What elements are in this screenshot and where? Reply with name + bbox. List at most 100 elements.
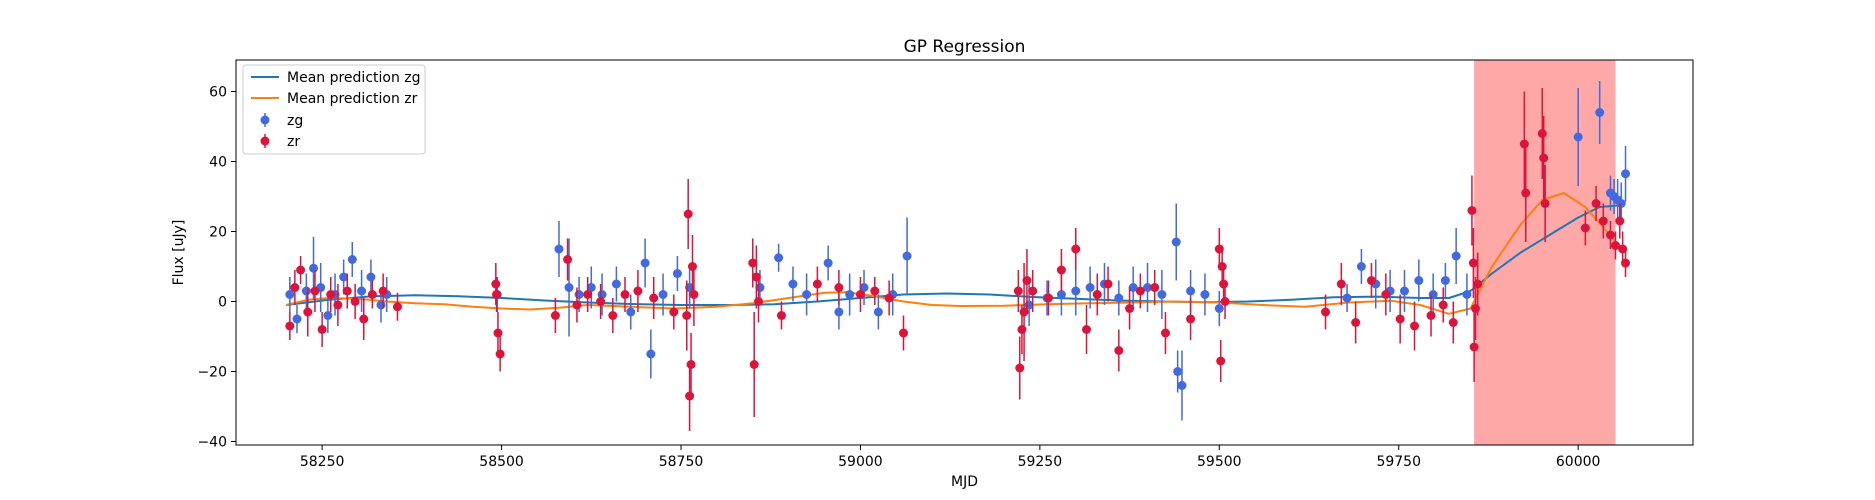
- data-point-zr: [310, 270, 320, 312]
- marker: [608, 311, 618, 320]
- marker: [1186, 286, 1196, 296]
- data-point-zg: [357, 270, 367, 312]
- data-point-zr: [1610, 231, 1620, 260]
- data-point-zr: [296, 256, 306, 284]
- marker: [350, 297, 360, 306]
- data-point-zr: [1580, 210, 1590, 246]
- data-point-zr: [1473, 252, 1483, 316]
- data-point-zr: [495, 336, 505, 372]
- data-point-zg: [1595, 81, 1605, 144]
- marker: [1462, 290, 1472, 299]
- data-point-zr: [1022, 249, 1032, 312]
- marker: [1219, 279, 1229, 289]
- data-point-zr: [492, 277, 502, 312]
- marker: [1438, 300, 1448, 310]
- marker: [367, 290, 377, 299]
- data-point-zr: [749, 312, 759, 417]
- marker: [1426, 311, 1436, 320]
- marker: [755, 283, 765, 292]
- data-point-zr: [754, 280, 764, 323]
- marker: [1150, 283, 1160, 292]
- marker: [596, 297, 606, 306]
- x-tick-label: 60000: [1556, 454, 1601, 470]
- marker: [774, 253, 784, 263]
- marker: [1591, 199, 1601, 208]
- marker: [357, 286, 367, 296]
- data-point-zr: [687, 235, 697, 298]
- data-point-zr: [1395, 294, 1405, 344]
- marker: [1071, 286, 1081, 296]
- marker: [1336, 279, 1346, 289]
- data-point-zg: [658, 273, 668, 316]
- marker: [1621, 258, 1631, 268]
- x-tick-label: 58250: [300, 454, 345, 470]
- marker: [1171, 237, 1181, 247]
- marker: [1071, 244, 1081, 254]
- data-point-zg: [1114, 280, 1124, 316]
- legend-label: Mean prediction zg: [287, 70, 421, 86]
- data-point-zr: [563, 238, 573, 281]
- marker: [1028, 286, 1038, 296]
- data-point-zg: [672, 256, 682, 291]
- marker: [1521, 188, 1531, 198]
- data-point-zr: [870, 277, 880, 305]
- highlight-region: [1474, 60, 1616, 445]
- data-point-zr: [669, 294, 679, 330]
- marker: [620, 290, 630, 299]
- data-point-zr: [633, 270, 643, 312]
- data-point-zr: [1125, 287, 1135, 330]
- data-point-zg: [597, 273, 607, 316]
- data-point-zg: [1573, 88, 1583, 186]
- mean-prediction-lines: [285, 192, 1622, 315]
- data-point-zg: [586, 266, 596, 309]
- marker: [611, 279, 621, 289]
- marker: [333, 300, 343, 310]
- data-point-zr: [583, 277, 593, 312]
- data-point-zr: [1591, 186, 1601, 221]
- marker: [1114, 346, 1124, 355]
- marker: [310, 286, 320, 296]
- marker: [1135, 286, 1145, 296]
- data-point-zg: [788, 266, 798, 302]
- marker: [751, 272, 761, 282]
- data-point-zr: [1321, 294, 1331, 330]
- data-point-zr: [290, 270, 300, 305]
- chart-title: GP Regression: [904, 37, 1026, 57]
- legend-marker-swatch: [260, 136, 270, 146]
- data-point-zg: [1621, 145, 1631, 202]
- marker: [550, 311, 560, 320]
- data-point-zr: [350, 284, 360, 319]
- data-point-zr: [1381, 273, 1391, 316]
- data-point-zg: [301, 273, 311, 309]
- marker: [1217, 262, 1227, 271]
- marker: [1186, 314, 1196, 324]
- marker: [1610, 241, 1620, 250]
- data-point-zr: [1135, 273, 1145, 309]
- marker: [1351, 318, 1361, 327]
- marker: [359, 314, 369, 324]
- marker: [884, 293, 894, 303]
- data-point-zr: [317, 312, 327, 347]
- data-point-zg: [1200, 273, 1210, 316]
- marker: [1428, 290, 1438, 299]
- data-point-zr: [1540, 165, 1550, 242]
- legend-marker-swatch: [260, 115, 270, 125]
- data-point-zr: [367, 280, 377, 309]
- marker: [1342, 293, 1352, 303]
- y-tick-label: 20: [209, 225, 227, 241]
- marker: [859, 283, 869, 292]
- data-point-zr: [1469, 312, 1479, 382]
- data-point-zg: [611, 266, 621, 302]
- marker: [1381, 290, 1391, 299]
- marker: [1114, 293, 1124, 303]
- highlight-region-layer: [1474, 60, 1616, 445]
- marker: [1469, 342, 1479, 352]
- legend-item: Mean prediction zr: [251, 91, 418, 107]
- data-point-zg: [366, 259, 376, 295]
- data-point-zr: [1220, 284, 1230, 319]
- data-point-zg: [859, 270, 869, 305]
- data-point-zr: [1028, 270, 1038, 312]
- data-point-zr: [392, 292, 402, 321]
- marker: [1220, 297, 1230, 306]
- marker: [1621, 169, 1631, 179]
